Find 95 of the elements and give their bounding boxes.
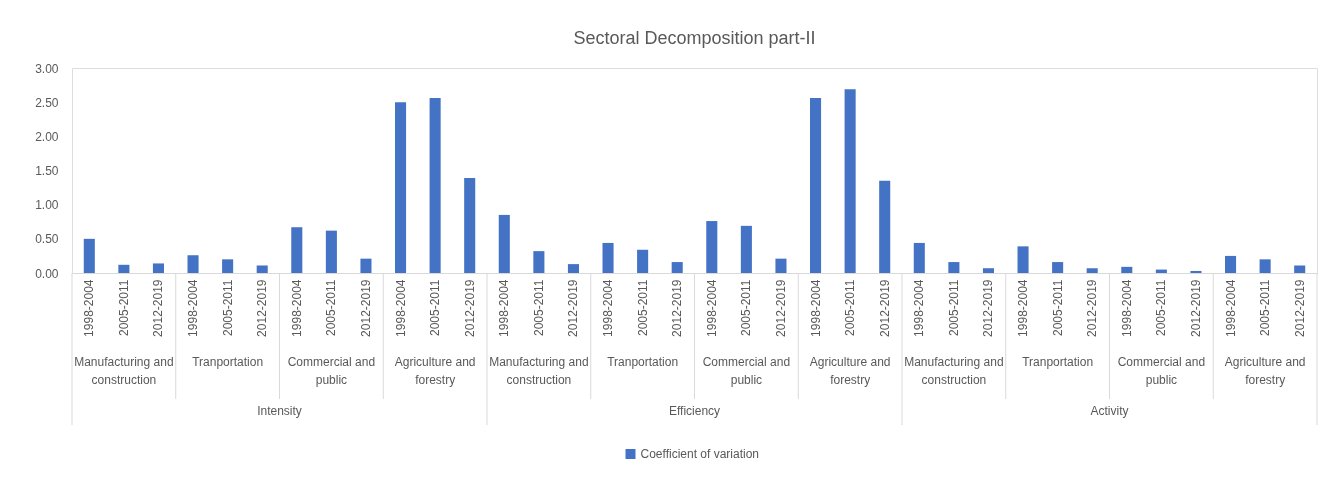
bar bbox=[879, 180, 891, 273]
x-tick-label: 2012-2019 bbox=[877, 279, 892, 337]
x-tick-label: 2012-2019 bbox=[1085, 279, 1100, 337]
bar bbox=[1017, 246, 1029, 273]
legend-label: Coefficient of variation bbox=[640, 447, 760, 461]
y-tick-label: 2.50 bbox=[35, 95, 59, 110]
x-tick-label: 1998-2004 bbox=[1119, 279, 1134, 337]
bar bbox=[395, 102, 407, 273]
bar bbox=[948, 262, 960, 273]
bar bbox=[429, 98, 441, 273]
bar bbox=[222, 259, 234, 273]
x-tick-label: 1998-2004 bbox=[289, 279, 304, 337]
text: Manufacturing and construction bbox=[904, 355, 1004, 387]
x-tick-label: 2005-2011 bbox=[324, 279, 339, 336]
x-tick-label: 2005-2011 bbox=[843, 279, 858, 336]
text: Tranportation bbox=[1022, 355, 1094, 369]
text: Manufacturing and construction bbox=[74, 355, 174, 387]
text: Manufacturing and construction bbox=[489, 355, 589, 387]
x-tick-label: 1998-2004 bbox=[912, 279, 927, 337]
bar bbox=[187, 255, 199, 273]
x-tick-label: 1998-2004 bbox=[704, 279, 719, 337]
bar bbox=[464, 178, 476, 273]
bar bbox=[637, 249, 649, 273]
bar bbox=[360, 258, 372, 273]
bar bbox=[602, 242, 614, 273]
y-tick-label: 0.50 bbox=[35, 232, 59, 247]
x-tick-label: 1998-2004 bbox=[186, 279, 201, 337]
text: Tranportation bbox=[607, 355, 679, 369]
x-tick-label: 2012-2019 bbox=[566, 279, 581, 337]
bar bbox=[671, 262, 683, 273]
x-tick-label: 2005-2011 bbox=[428, 279, 443, 336]
bar bbox=[1086, 268, 1098, 273]
x-tick-label: 1998-2004 bbox=[1016, 279, 1031, 337]
bar bbox=[118, 264, 130, 273]
text: Intensity bbox=[257, 404, 302, 418]
bar bbox=[1052, 262, 1064, 273]
x-tick-label: 2012-2019 bbox=[151, 279, 166, 337]
bar bbox=[498, 214, 510, 273]
text: Commercial and public bbox=[702, 355, 791, 387]
x-tick-label: 2012-2019 bbox=[1188, 279, 1203, 337]
y-tick-label: 3.00 bbox=[35, 61, 59, 76]
y-tick-label: 2.00 bbox=[35, 129, 59, 144]
bar bbox=[1121, 266, 1133, 273]
text: Agriculture and forestry bbox=[394, 355, 476, 387]
x-tick-label: 1998-2004 bbox=[82, 279, 97, 337]
bar bbox=[325, 230, 337, 273]
x-tick-label: 2005-2011 bbox=[220, 279, 235, 336]
x-tick-label: 2005-2011 bbox=[739, 279, 754, 336]
x-tick-label: 1998-2004 bbox=[393, 279, 408, 337]
x-tick-label: 2005-2011 bbox=[1050, 279, 1065, 336]
y-tick-label: 0.00 bbox=[35, 266, 59, 281]
text: Efficiency bbox=[668, 404, 721, 418]
y-tick-label: 1.00 bbox=[35, 198, 59, 213]
bar bbox=[982, 268, 994, 273]
x-tick-label: 1998-2004 bbox=[808, 279, 823, 337]
x-tick-label: 2005-2011 bbox=[1154, 279, 1169, 336]
x-tick-label: 2005-2011 bbox=[116, 279, 131, 336]
bar bbox=[152, 263, 164, 273]
bar bbox=[844, 89, 856, 273]
x-tick-label: 2005-2011 bbox=[946, 279, 961, 336]
text: Activity bbox=[1090, 404, 1129, 418]
x-tick-label: 1998-2004 bbox=[497, 279, 512, 337]
bar bbox=[775, 258, 787, 273]
text: Commercial and public bbox=[1117, 355, 1206, 387]
x-tick-label: 2012-2019 bbox=[981, 279, 996, 337]
bar bbox=[810, 98, 822, 273]
x-tick-label: 2012-2019 bbox=[670, 279, 685, 337]
x-tick-label: 2012-2019 bbox=[1292, 279, 1307, 337]
x-tick-label: 2012-2019 bbox=[462, 279, 477, 337]
bar bbox=[533, 251, 545, 273]
bar bbox=[291, 227, 303, 273]
bar bbox=[913, 242, 925, 273]
text: Agriculture and forestry bbox=[1224, 355, 1306, 387]
x-tick-label: 2012-2019 bbox=[773, 279, 788, 337]
chart-title: Sectoral Decomposition part-II bbox=[573, 28, 816, 48]
x-tick-label: 2005-2011 bbox=[1258, 279, 1273, 336]
x-tick-label: 2005-2011 bbox=[531, 279, 546, 336]
x-tick-label: 2012-2019 bbox=[358, 279, 373, 337]
bar bbox=[256, 265, 268, 273]
text: Agriculture and forestry bbox=[809, 355, 891, 387]
bar bbox=[706, 221, 718, 273]
bar bbox=[83, 238, 95, 273]
bar bbox=[1259, 259, 1271, 273]
x-tick-label: 1998-2004 bbox=[1223, 279, 1238, 337]
bar bbox=[567, 264, 579, 273]
x-tick-label: 2012-2019 bbox=[255, 279, 270, 337]
text: Commercial and public bbox=[287, 355, 376, 387]
bar bbox=[740, 225, 752, 273]
text: Tranportation bbox=[192, 355, 264, 369]
y-tick-label: 1.50 bbox=[35, 164, 59, 178]
x-tick-label: 1998-2004 bbox=[601, 279, 616, 337]
x-tick-label: 2005-2011 bbox=[635, 279, 650, 336]
bar bbox=[1225, 255, 1237, 273]
bar bbox=[1294, 265, 1306, 273]
bar bbox=[1190, 270, 1202, 273]
